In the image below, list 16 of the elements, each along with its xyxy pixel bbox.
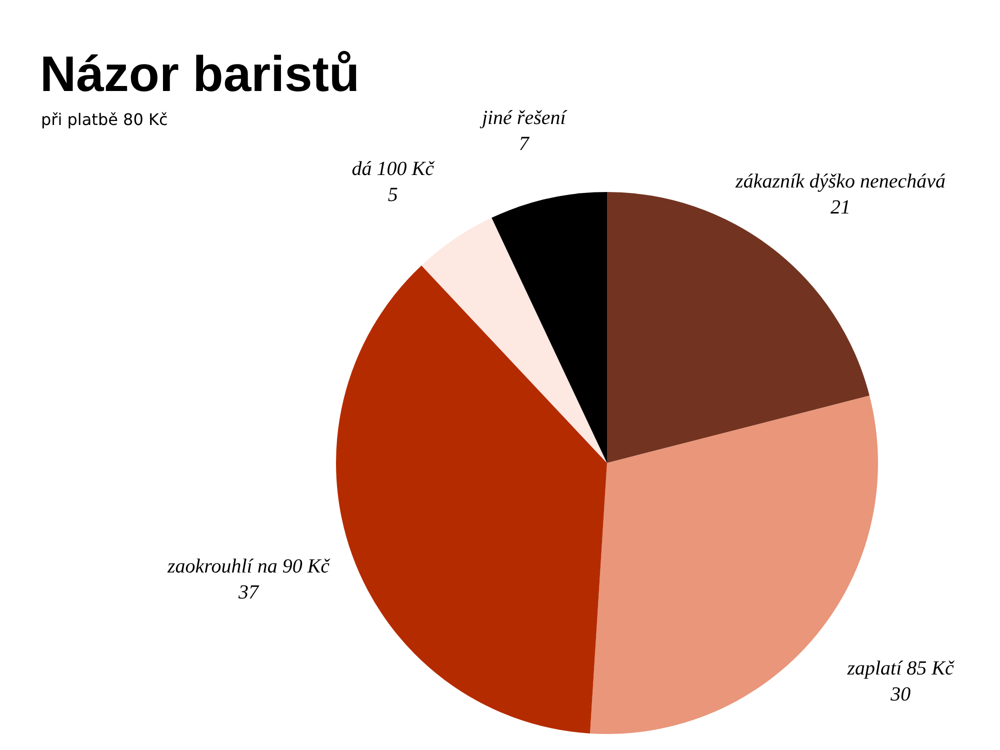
pie-slice [421,218,607,463]
slice-label: zaplatí 85 Kč [846,657,956,680]
chart-subtitle: při platbě 80 Kč [41,110,168,129]
chart-title: Názor baristů [40,45,360,104]
pie-slice [336,265,607,734]
pie-slice [607,192,870,463]
data-label: 5 [388,184,398,206]
pie-slice [492,192,607,463]
slice-label: zaokrouhlí na 90 Kč [166,556,331,578]
slice-label: jiné řešení [478,107,568,130]
data-label: 37 [238,582,260,604]
slice-label: dá 100 Kč [352,158,436,180]
data-label: 7 [518,133,530,156]
slice-label: zákazník dýško nenechává [734,170,946,193]
data-label: 21 [830,196,851,219]
data-label: 30 [890,683,911,706]
